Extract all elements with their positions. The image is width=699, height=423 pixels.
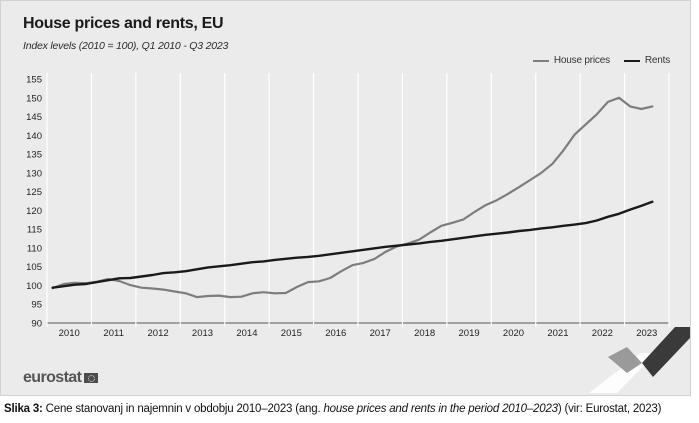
caption-text-before: Cene stanovanj in najemnin v obdobju 201… [42,403,324,415]
x-tick-label: 2017 [370,328,391,339]
chart-panel: House prices and rents, EU Index levels … [0,0,691,396]
x-tick-label: 2014 [236,328,257,339]
y-tick-label: 130 [26,168,42,179]
y-tick-label: 105 [26,262,42,273]
x-tick-label: 2019 [459,328,480,339]
y-tick-label: 145 [26,112,42,123]
series-line-house-prices [51,96,654,299]
y-tick-label: 150 [26,93,42,104]
legend-item-house-prices: House prices [532,55,610,66]
decoration-gray-chevron [608,347,642,373]
x-tick-label: 2016 [325,328,346,339]
eurostat-decoration [589,327,690,393]
caption-text-italic: house prices and rents in the period 201… [323,403,558,415]
legend-swatch-house-prices [532,59,549,62]
y-tick-label: 135 [26,150,42,161]
y-tick-label: 140 [26,131,42,142]
y-tick-label: 110 [27,243,42,254]
chart-subtitle: Index levels (2010 = 100), Q1 2010 - Q3 … [23,40,229,52]
plot-area [51,96,654,299]
line-chart: 90 95 100 105 110 115 120 125 130 135 140 145 150 155… [26,73,690,393]
y-tick-label: 90 [31,319,42,330]
eurostat-logo: eurostat [23,369,99,387]
x-tick-label: 2020 [503,328,524,339]
chart-legend: House prices Rents [519,55,670,66]
x-tick-label: 2021 [547,328,568,339]
y-tick-label: 115 [27,225,42,236]
caption-text-after: ) (vir: Eurostat, 2023) [557,403,662,415]
legend-item-rents: Rents [623,55,670,66]
x-tick-label: 2023 [636,328,657,339]
y-tick-label: 125 [26,187,42,198]
figure-caption: Slika 3: Cene stanovanj in najemnin v ob… [4,403,661,415]
series-line-rents [51,200,654,289]
y-axis: 90 95 100 105 110 115 120 125 130 135 140 145 150 155 [26,75,42,330]
y-tick-label: 95 [31,300,42,311]
x-tick-label: 2013 [192,328,213,339]
decoration-dark-chevron [642,327,690,377]
chart-title: House prices and rents, EU [23,15,224,32]
x-tick-label: 2015 [281,328,302,339]
caption-prefix: Slika 3: [4,403,43,415]
y-tick-label: 120 [26,206,42,217]
x-tick-label: 2018 [414,328,435,339]
legend-label-house-prices: House prices [553,55,610,66]
y-tick-label: 100 [26,281,42,292]
legend-swatch-rents [623,59,640,62]
x-axis: 2010 2011 2012 2013 2014 2015 2016 2017 2018 2019… [46,73,670,339]
eu-flag-icon [84,373,99,383]
x-tick-label: 2011 [103,328,123,339]
x-tick-label: 2012 [148,328,169,339]
y-tick-label: 155 [26,75,42,86]
x-tick-label: 2010 [59,328,80,339]
legend-label-rents: Rents [644,55,670,66]
logo-text: eurostat [23,369,82,386]
x-tick-label: 2022 [592,328,613,339]
